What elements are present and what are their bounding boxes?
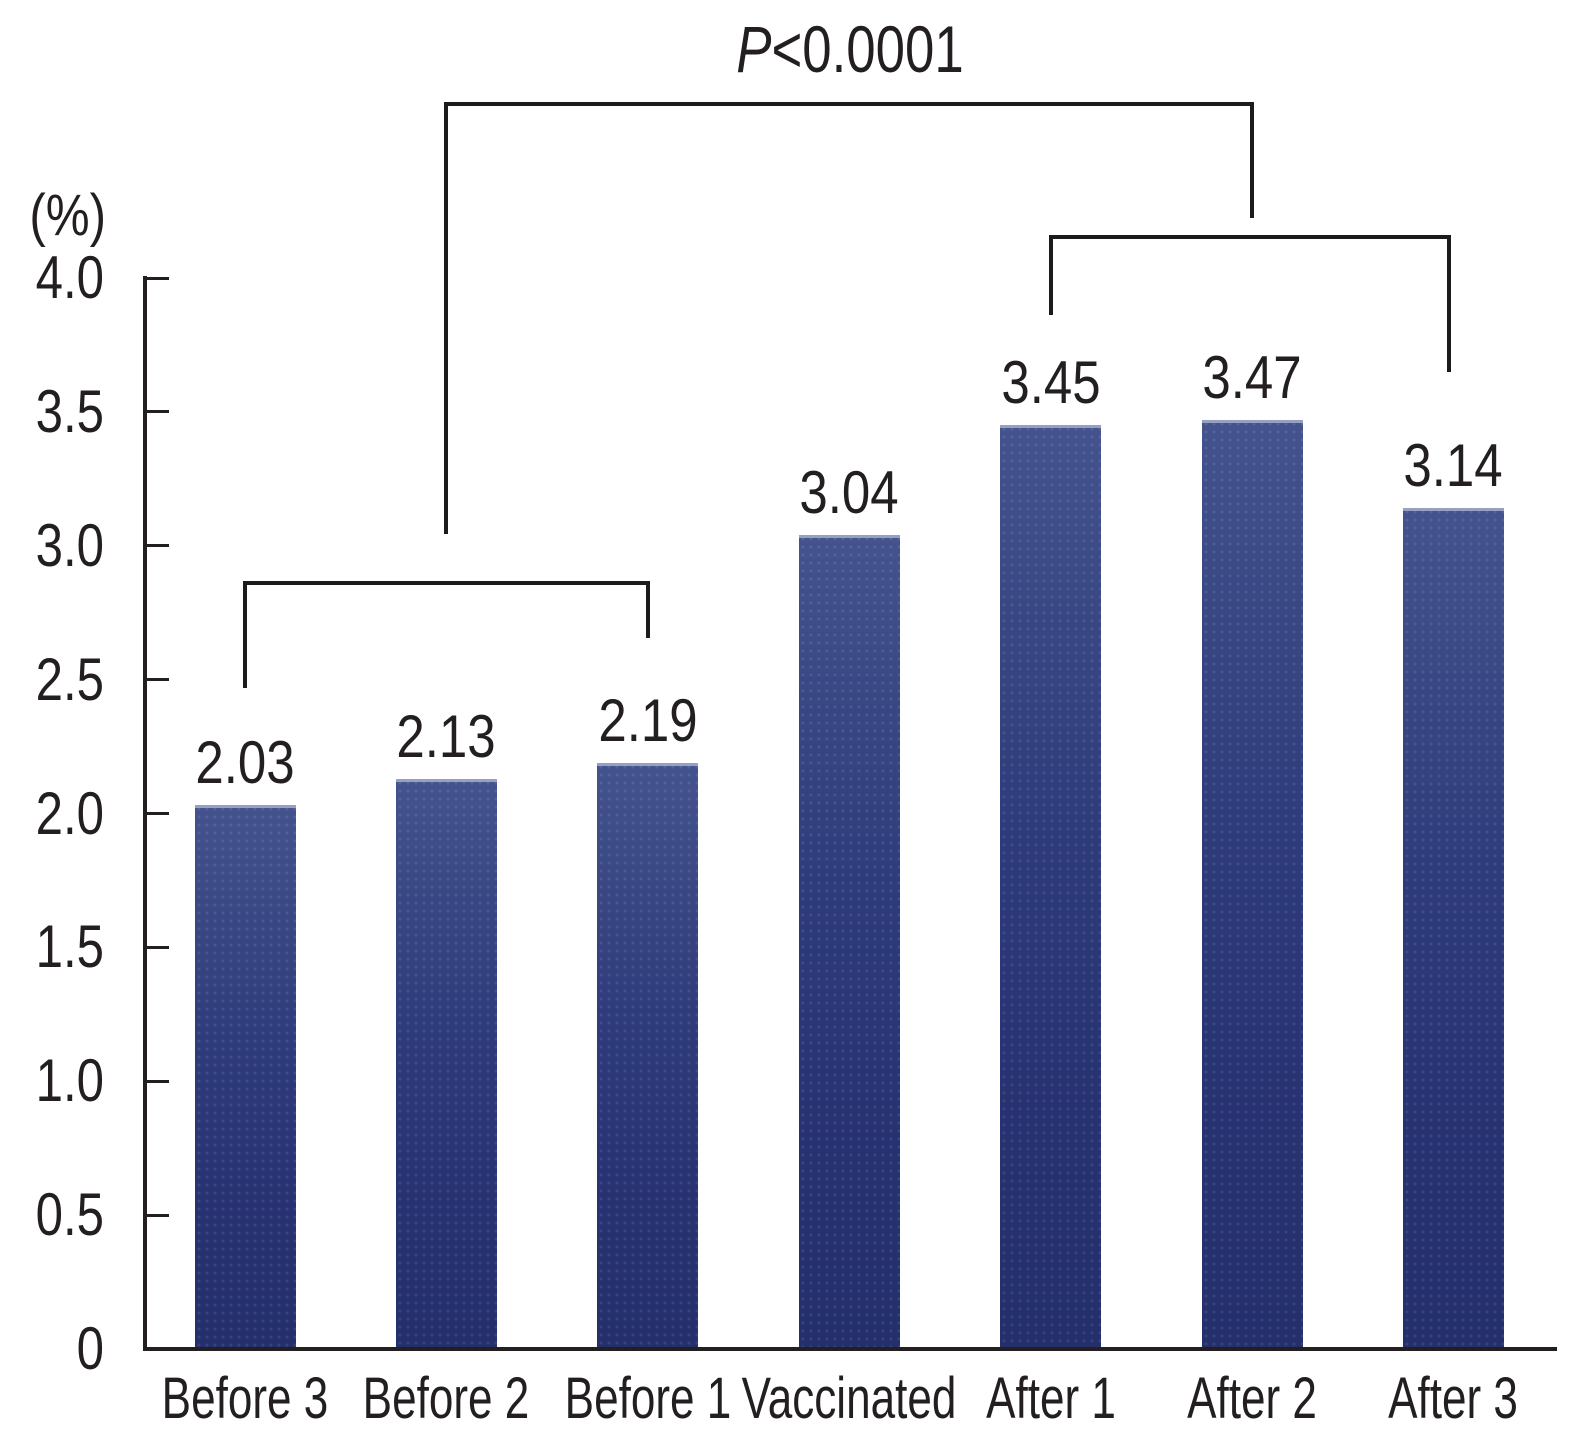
y-tick-mark [147, 1079, 169, 1083]
y-tick-mark [147, 678, 169, 682]
p-value-comparison: <0.0001 [771, 12, 964, 86]
x-axis-category-label: After 1 [985, 1366, 1116, 1431]
y-tick-label: 3.0 [35, 511, 104, 579]
bar-vaccinated [798, 535, 900, 1347]
significance-bracket-before-group-top [243, 581, 650, 585]
significance-bracket-before-group-left-leg [243, 581, 247, 688]
p-value-annotation: P<0.0001 [686, 14, 1014, 86]
bar-after-3 [1402, 508, 1504, 1347]
bar-before-3 [194, 805, 296, 1347]
significance-bracket-main-right-leg [1250, 102, 1254, 218]
x-axis-category-label: Vaccinated [741, 1366, 957, 1431]
y-tick-label: 4.0 [35, 244, 104, 311]
bar-value-label: 3.47 [1202, 343, 1302, 411]
y-tick-mark [147, 410, 169, 414]
x-axis-category-label: After 3 [1388, 1366, 1519, 1431]
significance-bracket-after-group-right-leg [1447, 235, 1452, 372]
p-value-prefix: P [736, 12, 772, 86]
significance-bracket-after-group-left-leg [1048, 235, 1053, 315]
y-tick-label: 1.0 [35, 1047, 104, 1115]
y-tick-mark [147, 812, 169, 815]
x-axis-category-label: Before 2 [363, 1366, 530, 1431]
bar-value-label: 2.03 [195, 729, 295, 797]
bar-after-1 [1000, 425, 1102, 1347]
significance-bracket-after-group-top [1048, 235, 1452, 239]
significance-bracket-main-top [444, 102, 1254, 106]
y-tick-label: 2.0 [35, 779, 104, 847]
y-tick-label: 3.5 [35, 377, 104, 445]
y-tick-mark [147, 276, 169, 280]
y-tick-mark [147, 1213, 169, 1217]
y-axis-line [143, 276, 147, 1351]
bar-value-label: 3.04 [799, 459, 899, 527]
y-tick-label: 2.5 [35, 645, 104, 713]
y-tick-label: 1.5 [35, 913, 104, 981]
bar-value-label: 2.13 [396, 702, 497, 770]
x-axis-line [143, 1347, 1557, 1351]
y-tick-label: 0.5 [35, 1181, 104, 1249]
y-tick-label: 0 [76, 1315, 104, 1382]
bar-before-1 [597, 762, 699, 1347]
x-axis-category-label: Before 3 [161, 1366, 329, 1431]
x-axis-category-label: Before 1 [564, 1366, 732, 1431]
bar-value-label: 2.19 [598, 686, 698, 754]
bar-after-2 [1201, 419, 1303, 1347]
x-axis-category-label: After 2 [1187, 1366, 1317, 1431]
significance-bracket-main-left-leg [444, 102, 449, 534]
y-tick-mark [147, 544, 169, 548]
bar-value-label: 3.45 [1000, 349, 1101, 417]
bar-value-label: 3.14 [1403, 432, 1504, 500]
y-axis-unit-label: (%) [29, 183, 106, 248]
bar-before-2 [395, 778, 497, 1347]
y-tick-mark [147, 945, 169, 949]
significance-bracket-before-group-right-leg [645, 581, 650, 638]
